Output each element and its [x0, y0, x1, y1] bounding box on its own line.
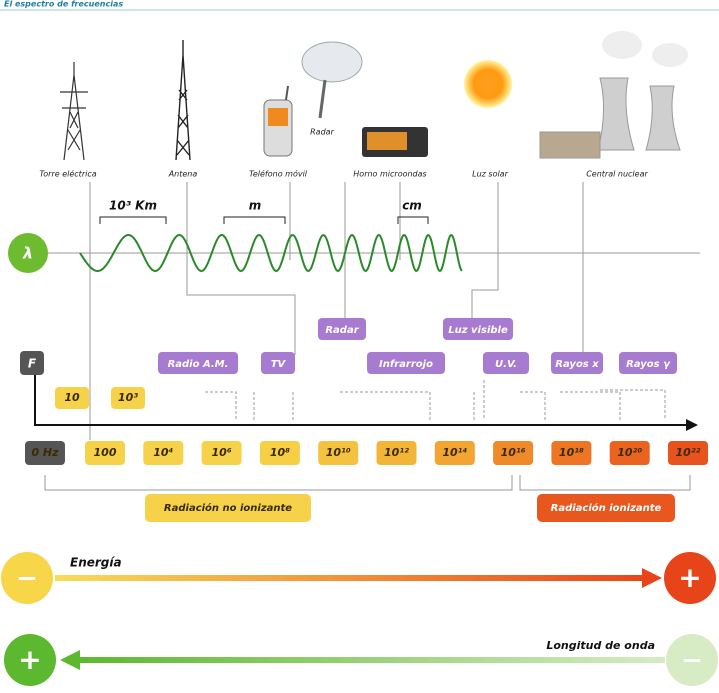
device-label: Torre eléctrica: [39, 169, 96, 179]
band-label: Infrarrojo: [379, 359, 433, 370]
energy-arrowhead: [642, 568, 662, 588]
frequency-label: 10¹⁴: [442, 446, 467, 459]
bands: Radar Luz visible Radio A.M. TV Infrarrojo U.…: [158, 318, 677, 374]
phone-icon: [264, 86, 292, 156]
radar-icon: [302, 42, 362, 118]
device-label: Horno microondas: [353, 170, 426, 179]
band-label: Luz visible: [448, 325, 508, 336]
body: {"header": {"title": "El espectro de fre…: [0, 0, 719, 693]
wavelength-label: Longitud de onda: [546, 639, 655, 652]
band-label: TV: [271, 359, 287, 370]
band-label: U.V.: [495, 359, 517, 370]
device-label: Antena: [168, 170, 198, 179]
wavelength-high: +: [18, 643, 41, 676]
energy-label: Energía: [70, 556, 122, 570]
header-title: El espectro de frecuencias: [4, 0, 123, 9]
tower-icon: [60, 62, 88, 160]
ionizing-label: Radiación ionizante: [551, 502, 662, 514]
energy-arrow: [55, 575, 650, 581]
scale-label: cm: [402, 199, 422, 213]
sun-icon: [464, 60, 512, 108]
energy-low: −: [16, 564, 38, 594]
frequency-label: 10²²: [676, 446, 701, 459]
frequency-label: 10⁶: [212, 446, 232, 459]
wavelength-low: −: [681, 646, 703, 676]
frequency-label: 10¹⁰: [326, 446, 351, 459]
frequency-label: 10⁴: [153, 446, 173, 459]
band-label: Radar: [325, 325, 359, 336]
axis-arrow: [686, 419, 698, 431]
band-label: Radio A.M.: [168, 359, 229, 370]
page: Espectro html, body { margin: 0; padding…: [0, 0, 719, 693]
device-label: Teléfono móvil: [249, 169, 308, 179]
scale-label: 10³ Km: [109, 199, 157, 213]
band-label: Rayos x: [555, 359, 599, 370]
energy-high: +: [678, 561, 701, 594]
wavelength-arrow: [75, 657, 665, 663]
device-label: Luz solar: [472, 170, 508, 179]
non-ionizing-label: Radiación no ionizante: [164, 502, 292, 514]
device-label: Radar: [310, 128, 334, 137]
scale-brackets: [100, 217, 428, 224]
frequency-label: 10³: [118, 391, 138, 404]
frequency-label: 0 Hz: [31, 446, 59, 459]
device-label: Central nuclear: [586, 170, 648, 179]
frequency-label: 100: [94, 446, 117, 459]
microwave-icon: [362, 127, 428, 157]
band-label: Rayos γ: [626, 359, 671, 370]
frequency-label: 10⁸: [270, 446, 290, 459]
frequency-label: 10¹⁶: [501, 446, 526, 459]
antenna-icon: [176, 40, 190, 160]
nuclear-icon: [540, 31, 688, 158]
scale-label: m: [249, 199, 262, 213]
f-symbol: F: [28, 357, 37, 371]
frequency-label: 10¹²: [384, 446, 409, 459]
wavelength-arrowhead: [60, 650, 80, 670]
frequency-label: 10: [64, 391, 80, 404]
connectors: [45, 182, 700, 490]
frequency-label: 10²⁰: [617, 446, 642, 459]
diagram: El espectro de frecuencias Torre eléctri…: [0, 0, 719, 693]
lambda-symbol: λ: [22, 244, 33, 263]
frequency-label: 10¹⁸: [559, 446, 584, 459]
